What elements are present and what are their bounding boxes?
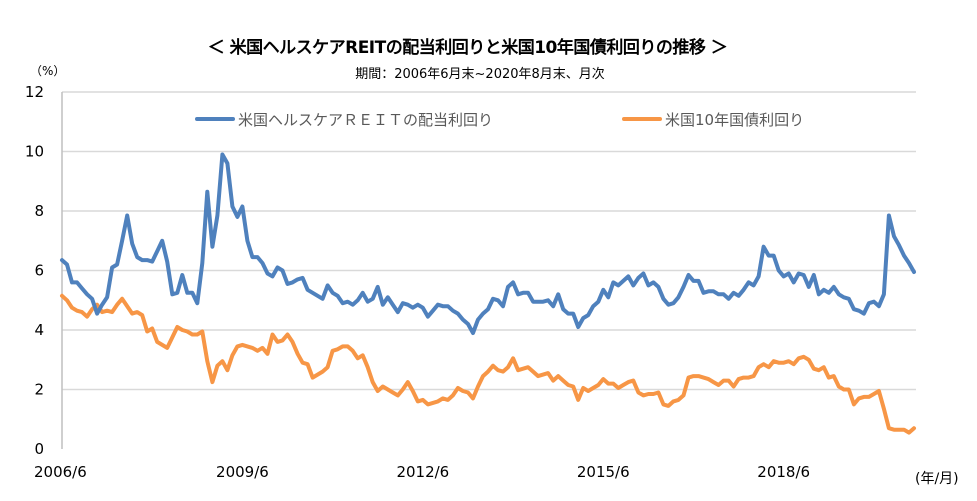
gridlines xyxy=(62,91,916,391)
legend: 米国ヘルスケアＲＥＩＴの配当利回り 米国10年国債利回り xyxy=(195,111,804,129)
x-tick-label: 2018/6 xyxy=(757,463,810,481)
chart-subtitle: 期間：2006年6月末~2020年8月末、月次 xyxy=(355,67,605,82)
x-tick-label: 2015/6 xyxy=(577,463,630,481)
series-line-0 xyxy=(60,152,916,335)
series-lines xyxy=(60,152,916,435)
legend-label: 米国10年国債利回り xyxy=(665,111,804,129)
series-line-1 xyxy=(60,293,916,435)
y-tick-label: 12 xyxy=(25,83,44,101)
y-tick-label: 10 xyxy=(25,143,44,161)
legend-label: 米国ヘルスケアＲＥＩＴの配当利回り xyxy=(238,111,493,129)
y-tick-label: 0 xyxy=(34,440,44,458)
x-tick-labels: 2006/6 2009/6 2012/6 2015/6 2018/6 xyxy=(34,463,810,481)
y-tick-label: 2 xyxy=(34,381,44,399)
chart-title: ＜ 米国ヘルスケアREITの配当利回りと米国10年国債利回りの推移 ＞ xyxy=(207,38,728,58)
x-tick-label: 2009/6 xyxy=(216,463,269,481)
y-tick-labels: 0 2 4 6 8 10 12 xyxy=(25,83,44,458)
y-axis-unit: （%） xyxy=(30,64,66,78)
x-axis-unit: (年/月) xyxy=(915,471,959,487)
x-tick-label: 2012/6 xyxy=(396,463,449,481)
y-tick-label: 4 xyxy=(34,321,44,339)
y-tick-label: 8 xyxy=(34,202,44,220)
x-tick-label: 2006/6 xyxy=(34,463,87,481)
y-tick-label: 6 xyxy=(34,262,44,280)
